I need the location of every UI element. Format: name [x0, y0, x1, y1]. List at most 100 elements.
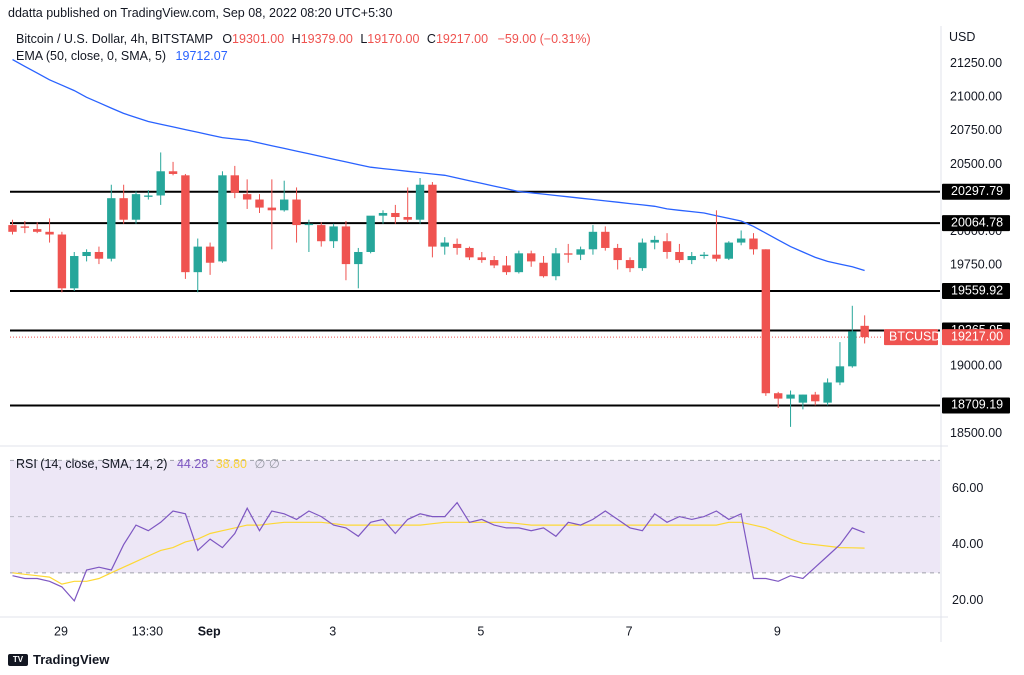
rsi-tick-label: 40.00 — [952, 537, 983, 551]
candle-body — [625, 260, 635, 269]
candle — [860, 315, 869, 344]
candle-body — [823, 382, 832, 403]
candle — [317, 222, 326, 247]
candle-body — [527, 253, 536, 262]
candle — [774, 391, 783, 409]
candle-body — [57, 234, 67, 289]
candle-body — [712, 254, 721, 259]
candle — [267, 179, 277, 250]
rsi-extra-value: ∅ ∅ — [254, 457, 280, 471]
rsi-ma-line — [12, 521, 865, 585]
candle-body — [601, 231, 610, 248]
candle-body — [230, 175, 239, 193]
publisher-line: ddatta published on TradingView.com, Sep… — [8, 6, 392, 20]
time-tick-label: 3 — [329, 624, 336, 638]
candle-body — [564, 253, 573, 255]
candle — [378, 210, 388, 224]
candle — [366, 215, 375, 254]
candle-body — [131, 194, 141, 220]
brand-footer[interactable]: TV TradingView — [8, 652, 109, 667]
candle — [230, 165, 239, 199]
rsi-value: 44.28 — [176, 457, 209, 471]
high-label: H — [291, 32, 301, 46]
open-value: 19301.00 — [232, 32, 285, 46]
candle-body — [366, 215, 375, 252]
candle — [280, 180, 289, 212]
symbol-legend[interactable]: Bitcoin / U.S. Dollar, 4h, BITSTAMP O193… — [16, 32, 591, 46]
candle — [304, 219, 314, 252]
candle-body — [20, 226, 30, 228]
candle-body — [761, 249, 771, 394]
candle-body — [8, 225, 17, 232]
candle — [564, 243, 573, 263]
candle — [218, 171, 227, 263]
candle-body — [724, 242, 733, 259]
candle — [823, 378, 832, 406]
candle-body — [551, 253, 561, 277]
candle-body — [304, 223, 314, 226]
currency-text: USD — [949, 30, 976, 44]
candle — [440, 237, 449, 255]
candle-body — [156, 171, 165, 196]
close-value: 19217.00 — [435, 32, 489, 46]
candle — [205, 242, 215, 275]
candle — [452, 238, 462, 255]
candle — [489, 256, 499, 269]
candle — [798, 394, 808, 410]
candle-body — [749, 238, 758, 250]
candle — [662, 233, 672, 259]
candle-body — [341, 226, 351, 265]
candle-body — [848, 331, 857, 367]
candle — [8, 219, 17, 235]
candle-body — [489, 260, 499, 266]
candle-body — [774, 393, 783, 399]
candle-body — [218, 175, 227, 262]
time-tick-label: 29 — [54, 624, 68, 638]
candle — [144, 190, 153, 200]
candle — [650, 235, 659, 250]
ema-legend[interactable]: EMA (50, close, 0, SMA, 5) 19712.07 — [16, 49, 228, 63]
candle — [131, 191, 141, 224]
candle — [687, 251, 696, 265]
price-tick-label: 19000.00 — [950, 359, 1002, 373]
candle-body — [835, 366, 845, 383]
candle-body — [70, 256, 79, 289]
candle — [613, 243, 622, 270]
last-price-label: 19217.00 — [951, 329, 1003, 343]
candle-body — [378, 212, 388, 216]
candle — [107, 184, 116, 262]
rsi-legend[interactable]: RSI (14, close, SMA, 14, 2) 44.28 38.80 … — [16, 456, 280, 471]
brand-text: TradingView — [33, 652, 110, 667]
candle-body — [317, 225, 326, 242]
candle-body — [687, 256, 696, 261]
candle-body — [786, 394, 795, 399]
candle — [94, 246, 104, 265]
price-tick-label: 19750.00 — [950, 258, 1002, 272]
candle — [45, 218, 54, 243]
candle-body — [94, 251, 104, 259]
candle-body — [514, 253, 524, 273]
candle — [255, 194, 264, 213]
candle — [181, 173, 190, 279]
ema-line — [12, 59, 865, 272]
candle-body — [267, 207, 277, 211]
rsi-tick-label: 20.00 — [952, 593, 983, 607]
time-tick-label: 9 — [774, 624, 781, 638]
candle — [168, 161, 178, 176]
candle — [601, 226, 610, 251]
change-value: −59.00 (−0.31%) — [497, 32, 591, 46]
symbol-badge-label: BTCUSD — [889, 329, 940, 343]
candle-body — [205, 246, 215, 263]
rsi-label: RSI (14, close, SMA, 14, 2) — [16, 457, 168, 471]
candle — [527, 250, 536, 267]
candle — [724, 241, 733, 261]
price-tick-label: 21250.00 — [950, 56, 1002, 70]
ema-label: EMA (50, close, 0, SMA, 5) — [16, 49, 167, 63]
price-tick-label: 20500.00 — [950, 157, 1002, 171]
candle-body — [860, 325, 869, 338]
candle — [835, 342, 845, 386]
candle-body — [193, 246, 202, 273]
candle — [33, 222, 42, 234]
candle-body — [354, 251, 363, 265]
